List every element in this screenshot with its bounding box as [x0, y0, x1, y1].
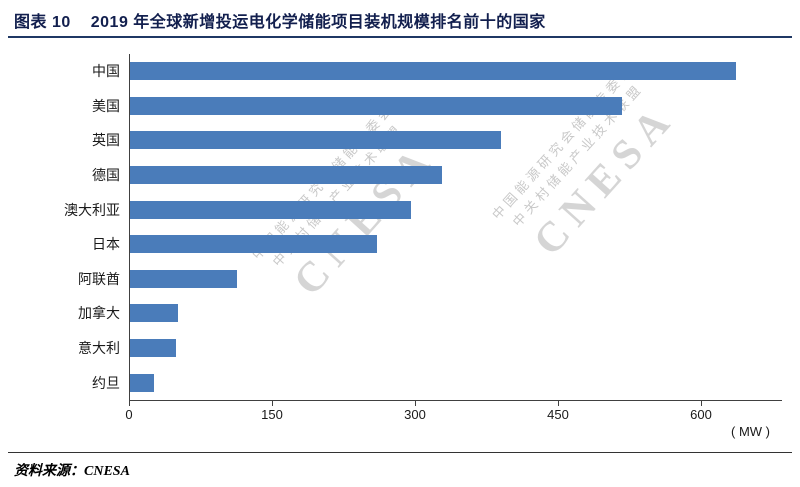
bar: [129, 373, 154, 392]
bar: [129, 235, 377, 254]
category-label: 日本: [92, 236, 120, 253]
category-label: 中国: [92, 63, 120, 80]
bar-row: 意大利: [16, 331, 782, 366]
x-tick-mark: [557, 401, 559, 406]
title-divider: [8, 36, 792, 38]
category-label: 加拿大: [78, 305, 120, 322]
x-tick-mark: [271, 401, 273, 406]
category-label: 美国: [92, 97, 120, 114]
x-tick-mark: [129, 401, 130, 406]
bar-chart: 中国美国英国德国澳大利亚日本阿联酋加拿大意大利约旦 0 150 300 450 600: [16, 54, 782, 422]
bar-row: 加拿大: [16, 296, 782, 331]
bar: [129, 269, 237, 288]
bar: [129, 131, 501, 150]
bar-row: 中国: [16, 54, 782, 89]
x-tick-label: 150: [261, 407, 283, 422]
source-value: CNESA: [84, 464, 130, 479]
bar: [129, 200, 412, 219]
bar-track: [129, 131, 782, 150]
bar-row: 德国: [16, 158, 782, 193]
bar-row: 约旦: [16, 365, 782, 400]
category-label: 约旦: [92, 374, 120, 391]
x-axis-ticks: 0 150 300 450 600: [125, 400, 782, 422]
footer-divider: [8, 452, 792, 453]
bar-row: 阿联酋: [16, 262, 782, 297]
bar-track: [129, 304, 782, 323]
bar: [129, 62, 737, 81]
page-title: 2019 年全球新增投运电化学储能项目装机规模排名前十的国家: [90, 14, 546, 31]
bar: [129, 166, 442, 185]
bar-track: [129, 96, 782, 115]
x-tick-label: 450: [547, 407, 569, 422]
bar-row: 美国: [16, 89, 782, 124]
bar-row: 英国: [16, 123, 782, 158]
x-tick-mark: [700, 401, 702, 406]
y-axis-line: [129, 54, 130, 401]
category-label: 阿联酋: [78, 270, 120, 287]
x-tick-label: 300: [404, 407, 426, 422]
bar-rows: 中国美国英国德国澳大利亚日本阿联酋加拿大意大利约旦: [16, 54, 782, 400]
bar-track: [129, 166, 782, 185]
x-axis-unit-label: ( MW ): [731, 424, 770, 439]
figure-number-label: 图表 10: [14, 14, 71, 31]
category-label: 英国: [92, 132, 120, 149]
bar: [129, 304, 178, 323]
x-tick-label: 0: [125, 407, 133, 422]
bar-track: [129, 269, 782, 288]
x-tick-mark: [414, 401, 416, 406]
x-tick-label: 600: [690, 407, 712, 422]
bar-track: [129, 235, 782, 254]
bar-track: [129, 373, 782, 392]
source-note: 资料来源：CNESA: [14, 460, 130, 480]
bar: [129, 339, 176, 358]
bar-track: [129, 62, 782, 81]
source-label: 资料来源：: [14, 464, 84, 479]
bar-row: 日本: [16, 227, 782, 262]
category-label: 德国: [92, 167, 120, 184]
chart-header: 图表 10 2019 年全球新增投运电化学储能项目装机规模排名前十的国家: [14, 8, 790, 32]
bar-row: 澳大利亚: [16, 192, 782, 227]
bar: [129, 96, 622, 115]
category-label: 澳大利亚: [64, 201, 120, 218]
bar-track: [129, 200, 782, 219]
bar-track: [129, 339, 782, 358]
category-label: 意大利: [78, 340, 120, 357]
